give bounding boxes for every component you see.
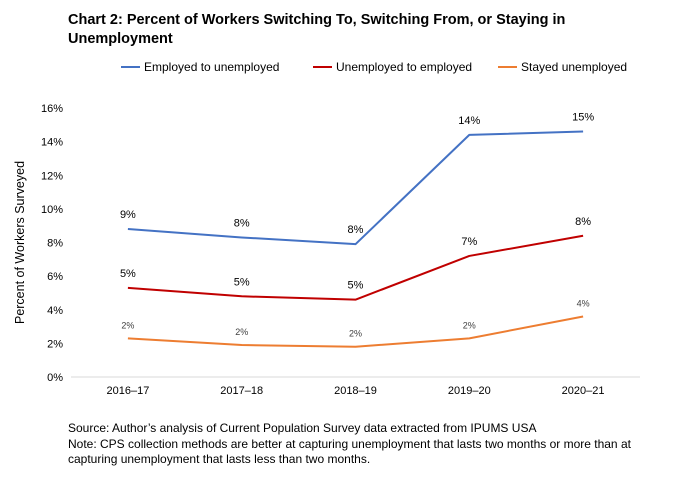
source-note: Source: Author’s analysis of Current Pop… <box>68 421 537 435</box>
legend-item: Unemployed to employed <box>313 60 472 74</box>
data-label: 5% <box>234 276 250 288</box>
y-tick-label: 4% <box>47 305 63 317</box>
data-label: 2% <box>463 320 476 330</box>
x-tick-label: 2019–20 <box>448 385 491 397</box>
y-tick-label: 2% <box>47 338 63 350</box>
y-tick-label: 6% <box>47 271 63 283</box>
data-label: 5% <box>348 280 364 292</box>
y-tick-label: 8% <box>47 238 63 250</box>
x-tick-label: 2016–17 <box>106 385 149 397</box>
data-label: 9% <box>120 209 136 221</box>
line-chart: Employed to unemployed Unemployed to empl… <box>13 60 640 397</box>
data-label: 15% <box>572 112 594 124</box>
y-axis-title: Percent of Workers Surveyed <box>13 161 27 324</box>
data-label: 8% <box>348 224 364 236</box>
data-label: 2% <box>349 329 362 339</box>
y-tick-label: 14% <box>41 137 63 149</box>
data-label: 7% <box>461 236 477 248</box>
data-label: 14% <box>458 115 480 127</box>
y-tick-label: 10% <box>41 204 63 216</box>
x-tick-label: 2020–21 <box>562 385 605 397</box>
y-tick-label: 0% <box>47 372 63 384</box>
x-axis: 2016–17 2017–18 2018–19 2019–20 2020–21 <box>71 376 640 397</box>
data-label: 2% <box>235 327 248 337</box>
legend-label: Employed to unemployed <box>144 60 279 74</box>
data-label: 5% <box>120 268 136 280</box>
data-label: 8% <box>575 216 591 228</box>
chart-notes: Source: Author’s analysis of Current Pop… <box>68 421 678 468</box>
chart-legend: Employed to unemployed Unemployed to empl… <box>121 60 627 74</box>
data-label: 4% <box>577 298 590 308</box>
legend-item: Employed to unemployed <box>121 60 279 74</box>
chart-title: Chart 2: Percent of Workers Switching To… <box>68 12 566 47</box>
y-tick-label: 12% <box>41 170 63 182</box>
data-label: 8% <box>234 217 250 229</box>
x-tick-label: 2017–18 <box>220 385 263 397</box>
x-tick-label: 2018–19 <box>334 385 377 397</box>
data-labels: 9% 8% 8% 14% 15% 5% 5% 5% 7% 8% 2% 2% 2% 2% 4% <box>120 112 594 339</box>
legend-label: Unemployed to employed <box>336 60 472 74</box>
series-layer <box>127 130 584 348</box>
y-tick-label: 16% <box>41 103 63 115</box>
methodology-note: Note: CPS collection methods are better … <box>68 436 631 467</box>
y-axis: 0% 2% 4% 6% 8% 10% 12% 14% 16% Percent of Workers… <box>13 103 63 384</box>
data-label: 2% <box>121 320 134 330</box>
legend-item: Stayed unemployed <box>498 60 627 74</box>
legend-label: Stayed unemployed <box>521 60 627 74</box>
